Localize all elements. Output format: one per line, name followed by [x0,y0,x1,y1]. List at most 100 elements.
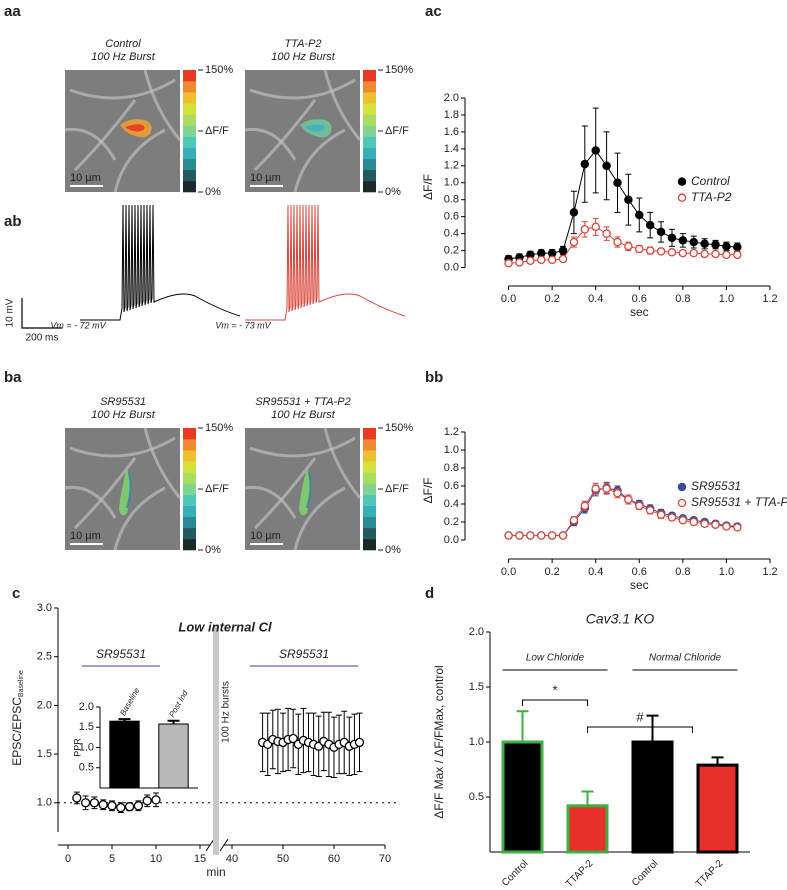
y-tick-label: 1.0 [37,797,52,809]
colorbar-step [363,158,376,171]
marker [354,737,365,748]
bar [696,763,739,854]
y-tick-label: 1.2 [444,426,459,438]
marker [700,249,709,259]
y-axis-label: ΔF/F [421,477,435,503]
error-bar [516,710,529,742]
marker [722,522,731,531]
dendrite [323,69,362,141]
x-tick-label: 0 [65,853,71,865]
image-title: TTA-P2 [284,38,321,50]
x-tick-label: 0.8 [675,293,690,305]
colorbar-step [183,483,196,495]
x-tick-label: 0.8 [675,566,690,578]
error-bar [581,790,594,806]
colorbar-min: 0% [385,186,401,198]
y-tick-label: 0.5 [79,762,94,774]
marker [537,255,546,265]
y-axis-label: EPSC/EPSCBaseline [10,670,25,766]
marker [656,247,666,256]
colorbar-step [183,92,196,104]
marker [72,793,82,803]
annotation: SR95531 [96,647,146,661]
bar [109,720,140,789]
voltage-trace [80,204,241,321]
dendrite [73,457,137,530]
y-tick-label: 0.4 [444,228,459,240]
image-title: Control [105,38,141,50]
x-tick-label: 5 [109,853,115,865]
colorbar-step [363,428,376,440]
x-tick-label: 0.0 [501,566,516,578]
scale-label: 10 µm [70,172,101,184]
marker [151,795,161,805]
colorbar-step [363,92,376,104]
marker [733,242,742,252]
marker [678,248,688,258]
colorbar-min: 0% [385,544,401,556]
category-label: Control [500,858,531,889]
x-tick-label: 60 [328,853,340,865]
y-tick-label: 1.6 [444,126,459,138]
colorbar-step [183,180,196,193]
legend-label: TTA-P2 [691,190,732,204]
colorbar-step [363,505,376,518]
x-tick-label: 0.2 [544,566,559,578]
error-bar [646,714,659,742]
y-tick-label: 2.0 [37,699,52,711]
x-tick-label: 10 [150,853,162,865]
x-axis-label: sec [630,305,649,319]
x-axis-label: min [206,865,225,879]
marker [711,249,720,259]
marker [591,484,600,493]
colorbar-label: ΔF/F [385,125,409,137]
voltage-trace [245,204,406,321]
marker [624,495,633,504]
colorbar-step [363,81,376,93]
marker [107,801,117,811]
marker [569,208,579,217]
category-label: TTAP-2 [694,858,726,890]
y-axis-label: ΔF/F [421,174,435,200]
image-subtitle: 100 Hz Burst [91,409,156,421]
marker [656,510,666,520]
y-tick-label: 0.2 [444,516,459,528]
dendrite [73,99,137,172]
y-tick-label: 0.5 [469,791,484,803]
marker [580,159,590,169]
colorbar-step [363,538,376,551]
y-tick-label: 0.8 [444,194,459,206]
colorbar-step [363,483,376,495]
x-tick-label: 0.4 [588,293,603,305]
y-tick-label: 1.0 [469,736,484,748]
y-tick-label: 1.5 [79,721,94,733]
x-tick-label: 1.2 [762,293,777,305]
response [126,472,132,509]
marker [678,236,688,245]
y-tick-label: 2.5 [37,651,52,663]
colorbar-step [363,169,376,182]
marker [580,225,590,234]
y-tick-label: 1.0 [444,177,459,189]
group-label: Low Chloride [526,653,585,664]
panel-label: ab [4,213,22,230]
chart-title: Low internal Cl [178,619,272,634]
legend-label: SR95531 + TTA-P2 [691,495,787,509]
marker [677,482,687,492]
dendrite [253,457,317,530]
marker [677,498,687,508]
marker [645,506,655,515]
marker [591,222,600,232]
x-tick-label: 15 [194,853,206,865]
colorbar-step [363,494,376,506]
x-tick-label: 1.0 [719,293,734,305]
colorbar-min: 0% [205,186,221,198]
marker [504,531,513,540]
marker [537,531,546,540]
y-tick-label: 2.0 [469,626,484,638]
marker [678,515,688,525]
marker [722,250,731,260]
x-tick-label: 0.4 [588,566,603,578]
marker [558,246,568,255]
marker [635,244,644,254]
